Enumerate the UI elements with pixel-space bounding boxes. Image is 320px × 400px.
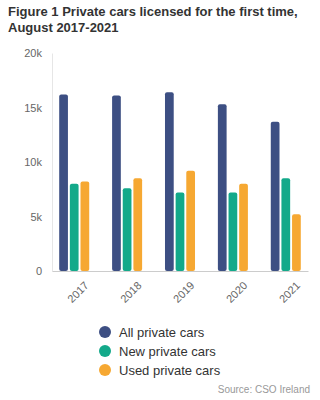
bar	[59, 94, 68, 271]
x-tick-label: 2019	[171, 279, 197, 305]
legend-item: Used private cars	[99, 363, 221, 378]
legend-item: All private cars	[99, 325, 205, 340]
legend-marker	[99, 326, 111, 338]
bar	[80, 182, 89, 271]
x-axis: 2017 2018 2019 2020 2021	[53, 271, 309, 305]
x-tick: 2018	[118, 271, 144, 305]
y-tick-label: 15k	[24, 102, 42, 114]
x-tick-label: 2021	[277, 279, 303, 305]
bar	[229, 193, 238, 271]
series	[70, 178, 290, 271]
title-line: August 2017-2021	[8, 20, 119, 35]
bar	[292, 214, 301, 271]
bar	[271, 122, 280, 271]
x-tick: 2019	[171, 271, 197, 305]
title-line: Figure 1 Private cars licensed for the f…	[8, 4, 298, 19]
y-tick: 5k	[30, 211, 52, 223]
y-axis-line	[52, 54, 53, 272]
bar	[281, 178, 290, 271]
x-tick: 2020	[224, 271, 250, 305]
y-tick-label: 5k	[30, 211, 42, 223]
x-tick-label: 2020	[224, 279, 250, 305]
x-tick-label: 2017	[65, 279, 91, 305]
y-tick: 15k	[24, 102, 52, 114]
y-tick: 10k	[24, 156, 52, 168]
y-tick: 0	[36, 265, 52, 277]
legend-item: New private cars	[99, 344, 216, 359]
x-tick-label: 2018	[118, 279, 144, 305]
bars	[59, 92, 301, 271]
y-tick: 20k	[24, 47, 52, 59]
legend: All private cars New private cars Used pri…	[99, 325, 221, 378]
y-tick-label: 0	[36, 265, 42, 277]
bar	[176, 193, 185, 271]
x-axis-line	[53, 271, 309, 272]
legend-label: All private cars	[119, 325, 205, 340]
bar	[186, 171, 195, 271]
bar	[70, 184, 79, 271]
y-tick-label: 10k	[24, 156, 42, 168]
series	[59, 92, 279, 271]
y-tick-label: 20k	[24, 47, 42, 59]
legend-label: New private cars	[119, 344, 216, 359]
legend-label: Used private cars	[119, 363, 221, 378]
bar	[133, 178, 142, 271]
series	[80, 171, 300, 271]
x-tick: 2021	[277, 271, 303, 305]
title: Figure 1 Private cars licensed for the f…	[8, 4, 298, 35]
bar	[239, 184, 248, 271]
bar	[112, 96, 121, 271]
bar	[218, 104, 227, 271]
y-axis: 0 5k 10k 15k 20k	[24, 47, 52, 277]
x-tick: 2017	[65, 271, 91, 305]
bar	[165, 92, 174, 271]
source: Source: CSO Ireland	[218, 384, 310, 395]
plot: 0 5k 10k 15k 20k 2017 2018 2019 2020 2021	[24, 47, 308, 305]
chart: Figure 1 Private cars licensed for the f…	[0, 0, 320, 400]
legend-marker	[99, 345, 111, 357]
bar	[123, 188, 132, 271]
legend-marker	[99, 364, 111, 376]
